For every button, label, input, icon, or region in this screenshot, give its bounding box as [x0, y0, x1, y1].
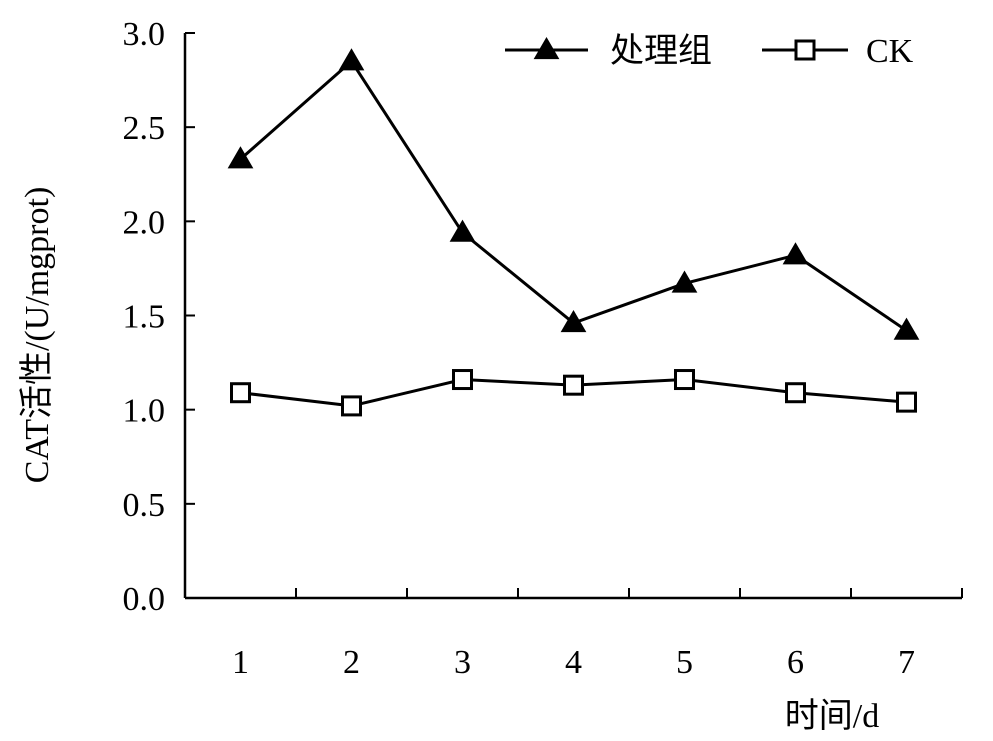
series-2 — [230, 369, 917, 417]
y-axis-title: CAT活性/(U/mgprot) — [18, 187, 56, 484]
x-tick-label: 6 — [787, 644, 804, 681]
y-tick-label: 2.5 — [123, 110, 166, 147]
x-tick-label: 5 — [676, 644, 693, 681]
data-point-triangle — [449, 219, 476, 242]
data-point-triangle — [782, 242, 809, 265]
x-tick-label: 4 — [565, 644, 582, 681]
axes: 0.0 0.5 1.0 1.5 2.0 2.5 3.0 1 2 3 4 5 6 7 — [123, 16, 963, 681]
data-point-triangle — [671, 270, 698, 293]
data-point-triangle — [893, 317, 920, 340]
y-tick-label: 1.0 — [123, 393, 166, 430]
legend-item-2: CK — [762, 33, 914, 70]
legend-marker-square — [794, 39, 816, 61]
data-point-square — [785, 382, 806, 404]
legend-label: CK — [866, 33, 914, 70]
series-1 — [227, 48, 920, 340]
legend: 处理组 CK — [505, 32, 914, 70]
data-point-square — [452, 369, 473, 391]
x-tick-label: 7 — [898, 644, 915, 681]
y-tick-label: 1.5 — [123, 299, 166, 336]
y-tick-label: 2.0 — [123, 204, 166, 241]
data-point-triangle — [560, 310, 587, 333]
data-point-square — [563, 374, 584, 396]
x-axis-title: 时间/d — [785, 698, 879, 735]
data-point-square — [896, 391, 917, 413]
data-point-triangle — [338, 48, 365, 71]
legend-label: 处理组 — [610, 32, 712, 70]
series-layer — [227, 48, 920, 417]
x-tick-label: 1 — [232, 644, 249, 681]
x-tick-label: 2 — [343, 644, 360, 681]
data-point-square — [230, 382, 251, 404]
x-tick-label: 3 — [454, 644, 471, 681]
y-tick-label: 0.5 — [123, 487, 166, 524]
legend-item-1: 处理组 — [505, 32, 712, 70]
series-line — [239, 58, 908, 332]
data-point-triangle — [227, 146, 254, 169]
y-tick-label: 3.0 — [123, 16, 166, 53]
data-point-square — [674, 369, 695, 391]
legend-marker-triangle — [533, 37, 560, 60]
data-point-square — [341, 395, 362, 417]
y-tick-label: 0.0 — [123, 581, 166, 618]
